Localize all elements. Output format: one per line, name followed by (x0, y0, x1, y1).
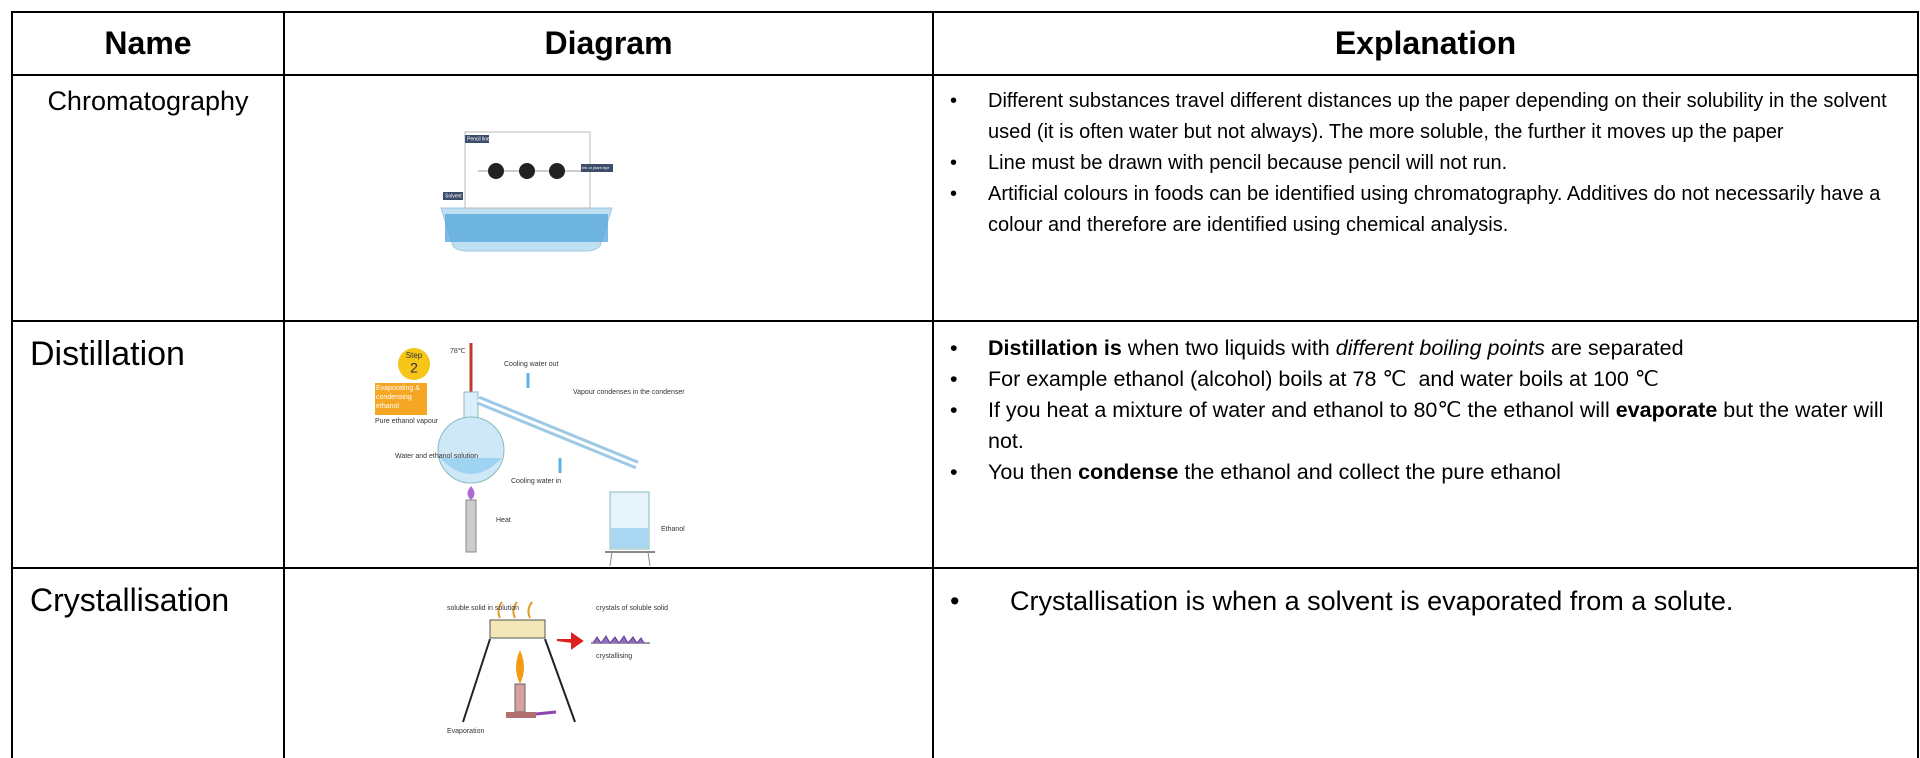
explanation-cell: Crystallisation is when a solvent is eva… (950, 583, 1900, 619)
diagram-label: soluble solid in solution (447, 605, 519, 612)
text-run: Distillation is (988, 336, 1122, 360)
text-run: Different substances travel different di… (988, 90, 1893, 143)
diagram-label: Cooling water out (504, 361, 559, 368)
name-cell: Chromatography (47, 86, 249, 116)
text-run: For example ethanol (alcohol) boils at 7… (988, 367, 1659, 391)
header-cell: Name (104, 25, 192, 61)
diagram-label: Ink or plant dye (582, 165, 610, 170)
text-run: condense (1078, 460, 1179, 484)
text-run: the ethanol and collect the pure ethanol (1178, 460, 1561, 484)
name-cell: Distillation (30, 335, 185, 373)
bullet-item: For example ethanol (alcohol) boils at 7… (950, 364, 1900, 395)
diagram-label: 78℃ (450, 348, 466, 355)
diagram-label: Water and ethanol solution (395, 453, 478, 460)
chromatography-diagram: Pencil line Ink or plant dye Solvent (440, 131, 613, 252)
diagram-label: Pencil line (467, 136, 490, 142)
explanation-cell: Different substances travel different di… (950, 86, 1900, 241)
diagram-label: crystallising (596, 653, 632, 660)
bullet-item: Artificial colours in foods can be ident… (950, 179, 1900, 241)
header-cell: Diagram (544, 25, 673, 61)
diagram-label: Ethanol (661, 526, 685, 533)
text-run: when two liquids with (1121, 336, 1336, 360)
bullet-item: Different substances travel different di… (950, 86, 1900, 148)
text-run: but the water will not. (988, 398, 1890, 453)
text-run: Line must be drawn with pencil because p… (988, 152, 1508, 174)
diagram-label: Cooling water in (511, 478, 561, 485)
bullet-item: You then condense the ethanol and collec… (950, 457, 1900, 488)
crystallisation-diagram: soluble solid in solution crystals of so… (447, 601, 668, 735)
diagram-label: Pure ethanol vapour (375, 418, 439, 425)
diagram-label-box: Evaporating & condensing ethanol (376, 385, 420, 410)
distillation-diagram: Step 2 78℃ Cooling water out Evaporating… (375, 343, 685, 567)
text-run: different boiling points (1335, 336, 1545, 360)
diagram-label: crystals of soluble solid (596, 605, 668, 612)
text-run: Artificial colours in foods can be ident… (988, 183, 1886, 236)
diagram-label: Heat (496, 517, 511, 524)
header-cell: Explanation (1334, 25, 1517, 61)
name-cell: Crystallisation (30, 582, 230, 618)
bullet-item: Line must be drawn with pencil because p… (950, 148, 1900, 179)
diagram-label: 2 (410, 360, 418, 376)
text-run: are separated (1544, 336, 1684, 360)
text-run: You then (988, 460, 1079, 484)
text-run: If you heat a mixture of water and ethan… (988, 398, 1616, 422)
bullet-item: If you heat a mixture of water and ethan… (950, 395, 1900, 457)
bullet-list: Different substances travel different di… (950, 86, 1900, 241)
explanation-cell: Distillation is when two liquids with di… (950, 333, 1900, 488)
table-grid (11, 11, 1919, 758)
text-run: evaporate (1615, 398, 1718, 422)
bullet-list: Distillation is when two liquids with di… (950, 333, 1900, 488)
bullet-list: Crystallisation is when a solvent is eva… (950, 583, 1900, 619)
diagram-label: Evaporating & condensing ethanol (376, 385, 420, 410)
diagram-label: Step (406, 351, 423, 360)
diagram-label: Vapour condenses in the condenser (573, 389, 685, 396)
diagram-label: Evaporation (447, 728, 484, 735)
bullet-item: Crystallisation is when a solvent is eva… (950, 583, 1900, 619)
diagram-label: Solvent (445, 193, 462, 199)
text-run: Crystallisation is when a solvent is eva… (1010, 586, 1734, 616)
bullet-item: Distillation is when two liquids with di… (950, 333, 1900, 364)
